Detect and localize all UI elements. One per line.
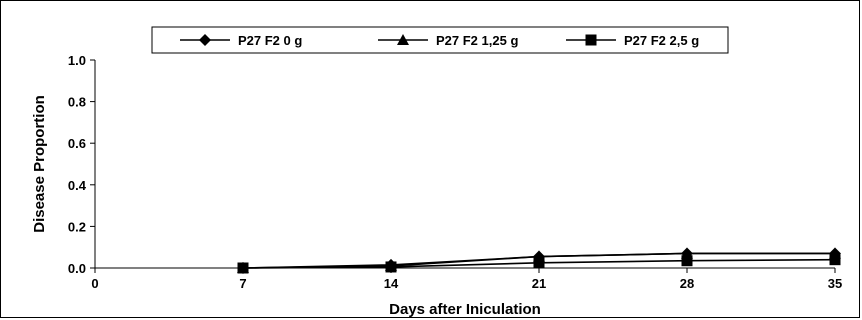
legend-item: P27 F2 2,5 g [566, 33, 699, 48]
data-point-square [681, 255, 693, 267]
y-tick-label: 1.0 [68, 53, 86, 68]
legend-label: P27 F2 2,5 g [624, 33, 699, 48]
y-tick-label: 0.6 [68, 136, 86, 151]
x-tick-label: 7 [239, 276, 246, 291]
x-tick-label: 35 [828, 276, 842, 291]
x-axis-title: Days after Iniculation [389, 301, 541, 318]
legend-marker-diamond [199, 34, 211, 46]
y-tick-label: 0.8 [68, 95, 86, 110]
legend-label: P27 F2 1,25 g [436, 33, 518, 48]
x-tick-label: 0 [91, 276, 98, 291]
data-point-square [385, 261, 397, 273]
legend-marker-triangle [397, 34, 409, 45]
legend-marker-square [585, 34, 597, 46]
data-point-square [829, 254, 841, 266]
y-tick-label: 0.4 [68, 178, 87, 193]
x-tick-label: 28 [680, 276, 694, 291]
y-axis-title: Disease Proportion [31, 95, 48, 233]
legend-box [151, 26, 729, 54]
series-group [237, 247, 841, 274]
x-tick-label: 14 [384, 276, 399, 291]
y-tick-label: 0.0 [68, 261, 86, 276]
axis-ticks: 0.0 0.2 0.4 0.6 0.8 1.0 0 7 14 21 28 35 [68, 53, 842, 291]
legend-item: P27 F2 1,25 g [378, 33, 518, 48]
data-point-square [237, 262, 249, 274]
legend: P27 F2 0 g P27 F2 1,25 g P27 F2 2,5 g [151, 26, 729, 54]
legend-label: P27 F2 0 g [238, 33, 302, 48]
series-square [237, 254, 841, 274]
y-tick-label: 0.2 [68, 219, 86, 234]
data-point-square [533, 257, 545, 269]
legend-item: P27 F2 0 g [180, 33, 302, 48]
x-tick-label: 21 [532, 276, 546, 291]
